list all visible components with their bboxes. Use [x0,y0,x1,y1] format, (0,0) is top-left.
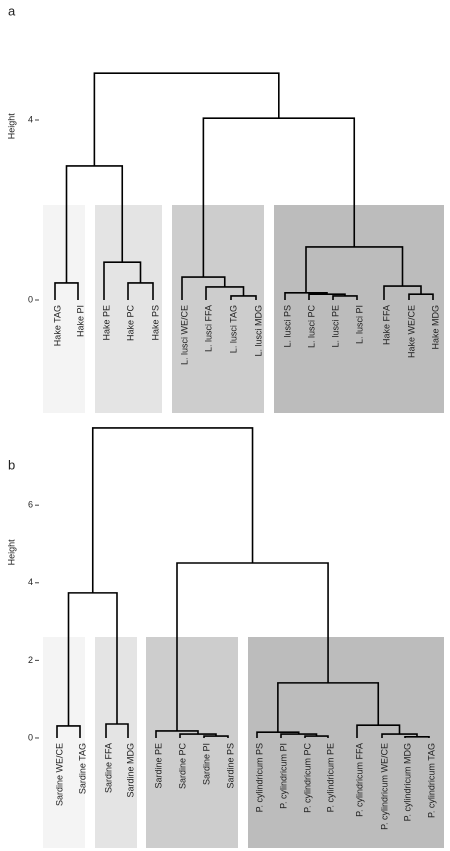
leaf-label: Sardine PE [153,743,163,789]
leaf-label: Hake PE [101,305,111,341]
y-tick-label: 0 [28,294,33,304]
leaf-label: L. lusci FFA [203,305,213,352]
leaf-label: L. lusci PS [282,305,292,348]
leaf-label: P. cylindricum PI [278,743,288,809]
leaf-label: Sardine PS [225,743,235,789]
panel-label: b [8,457,15,472]
y-tick-label: 4 [28,577,33,587]
cluster-shade [95,205,162,413]
y-tick-label: 6 [28,500,33,510]
cluster-shade [146,637,238,848]
leaf-label: P. cylindricum PC [302,742,312,812]
leaf-label: L. lusci TAG [228,305,238,353]
leaf-label: Hake PI [75,305,85,337]
leaf-label: L. lusci WE/CE [179,305,189,365]
leaf-label: Sardine PC [177,742,187,789]
dendrogram-link [93,72,280,166]
cluster-shade [172,205,264,413]
y-tick-label: 4 [28,114,33,124]
leaf-label: L. lusci PI [354,305,364,344]
leaf-label: P. cylindricum PS [254,743,264,812]
leaf-label: Hake WE/CE [406,305,416,358]
y-tick-label: 2 [28,655,33,665]
dendrogram-link [176,562,329,731]
leaf-label: Sardine PI [201,743,211,785]
cluster-shade [248,637,444,848]
leaf-label: Hake MDG [430,305,440,350]
y-axis-label: Height [6,113,16,140]
leaf-label: P. cylindricum FFA [354,743,364,817]
leaf-label: L. lusci MDG [253,305,263,357]
leaf-label: Sardine MDG [125,743,135,798]
leaf-label: L. lusci PC [306,305,316,349]
leaf-label: Sardine FFA [103,743,113,793]
leaf-label: P. cylindricum TAG [426,743,436,818]
dendrogram-link [155,730,199,738]
cluster-shade [274,205,444,413]
panel-label: a [8,3,16,18]
leaf-label: L. lusci PE [330,305,340,348]
leaf-label: Hake PC [125,305,135,342]
dendrogram-link [91,427,254,593]
cluster-shade [43,205,85,413]
leaf-label: P. cylindricum WE/CE [379,743,389,830]
cluster-shade [43,637,85,848]
leaf-label: Hake FFA [381,305,391,345]
leaf-label: Sardine WE/CE [54,743,64,806]
y-tick-label: 0 [28,732,33,742]
y-axis-label: Height [6,539,16,566]
leaf-label: Hake TAG [52,305,62,346]
leaf-label: P. cylindricum MDG [402,743,412,821]
dendrogram-link [277,682,380,733]
leaf-label: Hake PS [150,305,160,341]
leaf-label: P. cylindricum PE [325,743,335,812]
leaf-label: Sardine TAG [77,743,87,794]
cluster-shade [95,637,137,848]
